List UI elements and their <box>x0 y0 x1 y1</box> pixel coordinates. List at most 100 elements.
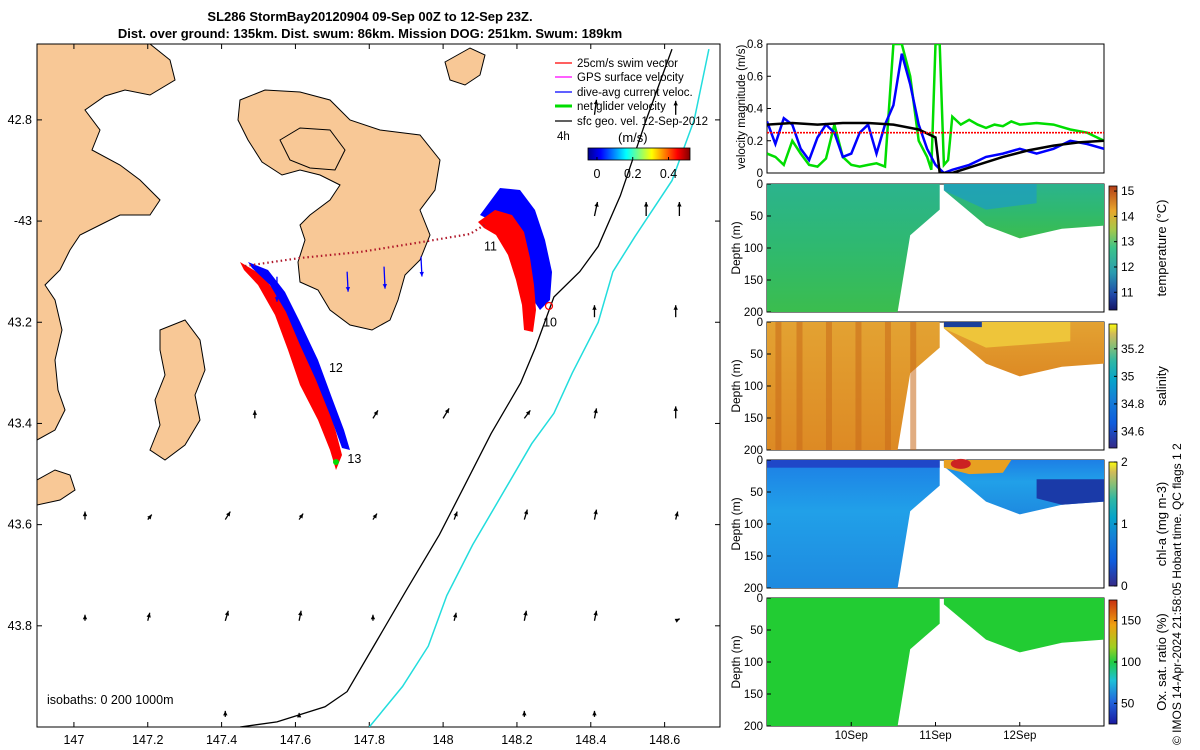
legend-dive-avg: dive-avg current veloc. <box>577 87 693 99</box>
geo-vector-head <box>523 509 529 515</box>
section-ytick-label: 100 <box>744 519 763 531</box>
geo-vector-head <box>523 610 528 616</box>
section-ytick-label: 100 <box>744 381 763 393</box>
section-colorbar-tick-label: 15 <box>1121 184 1135 198</box>
day-marker-10 <box>544 301 554 311</box>
map-ytick-label: -43 <box>14 214 32 228</box>
section-ytick-label: 50 <box>750 625 763 637</box>
geo-vector-head <box>593 509 598 515</box>
geo-vector-head <box>593 610 598 616</box>
map-xtick-label: 147.4 <box>206 733 237 747</box>
section-xtick-label: 11Sep <box>919 730 951 742</box>
glider-tracks <box>240 188 552 470</box>
velocity-line <box>767 44 1104 171</box>
geo-vector-head <box>592 305 597 310</box>
section-ytick-label: 150 <box>744 275 763 287</box>
swim-vector-band-leg1 <box>240 262 342 470</box>
map-xtick-label: 148 <box>433 733 454 747</box>
geo-vector-head <box>370 614 376 620</box>
geo-vector-head <box>444 408 450 414</box>
section-data-left <box>767 184 940 312</box>
geo-vector-head <box>224 610 230 616</box>
figure-title: SL286 StormBay20120904 09-Sep 00Z to 12-… <box>40 8 700 42</box>
legend-gps-velocity: GPS surface velocity <box>577 72 684 84</box>
map-legend: 25cm/s swim vector GPS surface velocity … <box>555 58 708 143</box>
map-ytick-label: 43.8 <box>8 619 32 633</box>
geo-vector-head <box>146 612 151 618</box>
section-ytick-label: 200 <box>744 583 763 595</box>
section-colorbar-label: temperature (°C) <box>1154 200 1169 297</box>
geo-vector-head <box>452 612 458 618</box>
section-surface-low <box>943 322 982 328</box>
section-colorbar-tick-label: 50 <box>1121 696 1135 710</box>
geo-vector-head <box>674 511 679 517</box>
section-colorbar-tick-label: 1 <box>1121 517 1128 531</box>
map-colorbar-ticks: 0 0.2 0.4 <box>593 157 677 181</box>
section-colorbar-tick-label: 12 <box>1121 260 1135 274</box>
velocity-line <box>767 53 1104 173</box>
section-streak <box>796 322 803 450</box>
dive-avg-vector-head <box>345 287 351 292</box>
geo-vector-head <box>298 610 303 616</box>
map-xtick-label: 148.4 <box>575 733 606 747</box>
land-maria-island <box>444 47 486 86</box>
geo-vector-head <box>296 712 302 718</box>
map-colorbar-bar <box>587 147 691 161</box>
section-colorbar-tick-label: 34.8 <box>1121 397 1145 411</box>
geo-vector-head <box>594 202 599 207</box>
geo-vector-head <box>593 99 599 105</box>
map-panel: 147 147.2 147.4 147.6 147.8 148 148.2 148.4 148.… <box>8 43 721 747</box>
land-masses <box>37 44 486 506</box>
legend-time-step: 4h <box>557 131 570 143</box>
section-ytick-label: 200 <box>744 307 763 319</box>
section-colorbar-label: chl-a (mg m-3) <box>1154 482 1169 567</box>
section-data-left <box>767 460 940 588</box>
section-data-right <box>943 598 1104 653</box>
isobaths-label: isobaths: 0 200 1000m <box>47 693 173 707</box>
section-colorbar-tick-label: 35 <box>1121 369 1135 383</box>
velocity-axis-ticks: 0 0.2 0.4 0.6 0.8 <box>747 39 771 180</box>
section-ytick-label: 50 <box>750 349 763 361</box>
map-colorbar-tick-label: 0.2 <box>624 167 641 181</box>
section-ytick-label: 0 <box>757 179 763 191</box>
land-mainland-west <box>37 44 176 441</box>
section-data-left <box>767 322 940 450</box>
map-xtick-label: 147 <box>63 733 84 747</box>
velocity-panel: 0 0.2 0.4 0.6 0.8 velocity magnitude (m/s) <box>736 39 1105 180</box>
map-xtick-label: 148.6 <box>649 733 680 747</box>
section-ytick-label: 150 <box>744 689 763 701</box>
section-ylabel: Depth (m) <box>729 497 743 550</box>
velocity-ylabel: velocity magnitude (m/s) <box>736 45 748 170</box>
map-axis-ticks: 147 147.2 147.4 147.6 147.8 148 148.2 148.4 148.… <box>8 44 720 747</box>
section-colorbar <box>1108 323 1118 449</box>
section-colorbar-tick-label: 150 <box>1121 614 1141 628</box>
title-line-2: Dist. over ground: 135km. Dist. swum: 86… <box>117 26 623 41</box>
dive-avg-current-vectors <box>274 256 424 302</box>
section-streak <box>855 322 862 450</box>
velocity-ytick-label: 0.6 <box>747 71 763 83</box>
section-colorbar-tick-label: 35.2 <box>1121 342 1145 356</box>
section-panel-salinity: 0 50 100 150 200 Depth (m) 34.6 34.8 35 35.2 salin… <box>729 317 1169 457</box>
section-surface-low-chl <box>767 460 940 468</box>
section-streak <box>910 322 917 450</box>
section-ytick-label: 200 <box>744 445 763 457</box>
map-ytick-label: 43.4 <box>8 416 32 430</box>
geo-vector-head <box>252 410 257 415</box>
section-panel-chla: 0 50 100 150 200 Depth (m) 0 1 2 chl-a (mg m-3) <box>729 455 1169 595</box>
geo-vector-head <box>674 618 680 623</box>
geo-vector-head <box>673 100 678 106</box>
geo-vector-head <box>593 408 598 414</box>
map-xtick-label: 147.8 <box>354 733 385 747</box>
geo-vector-head <box>677 202 682 207</box>
legend-swim-vector: 25cm/s swim vector <box>577 58 678 70</box>
geo-vector-head <box>522 710 527 716</box>
land-south-coast <box>37 469 76 506</box>
geo-vector-head <box>82 511 88 517</box>
section-colorbar-tick-label: 0 <box>1121 579 1128 593</box>
section-ytick-label: 0 <box>757 317 763 329</box>
dive-avg-vector-head <box>419 271 424 277</box>
section-ytick-label: 0 <box>757 593 763 605</box>
end-marker <box>333 459 339 465</box>
section-streak <box>884 322 891 450</box>
map-ytick-label: 43.6 <box>8 518 32 532</box>
